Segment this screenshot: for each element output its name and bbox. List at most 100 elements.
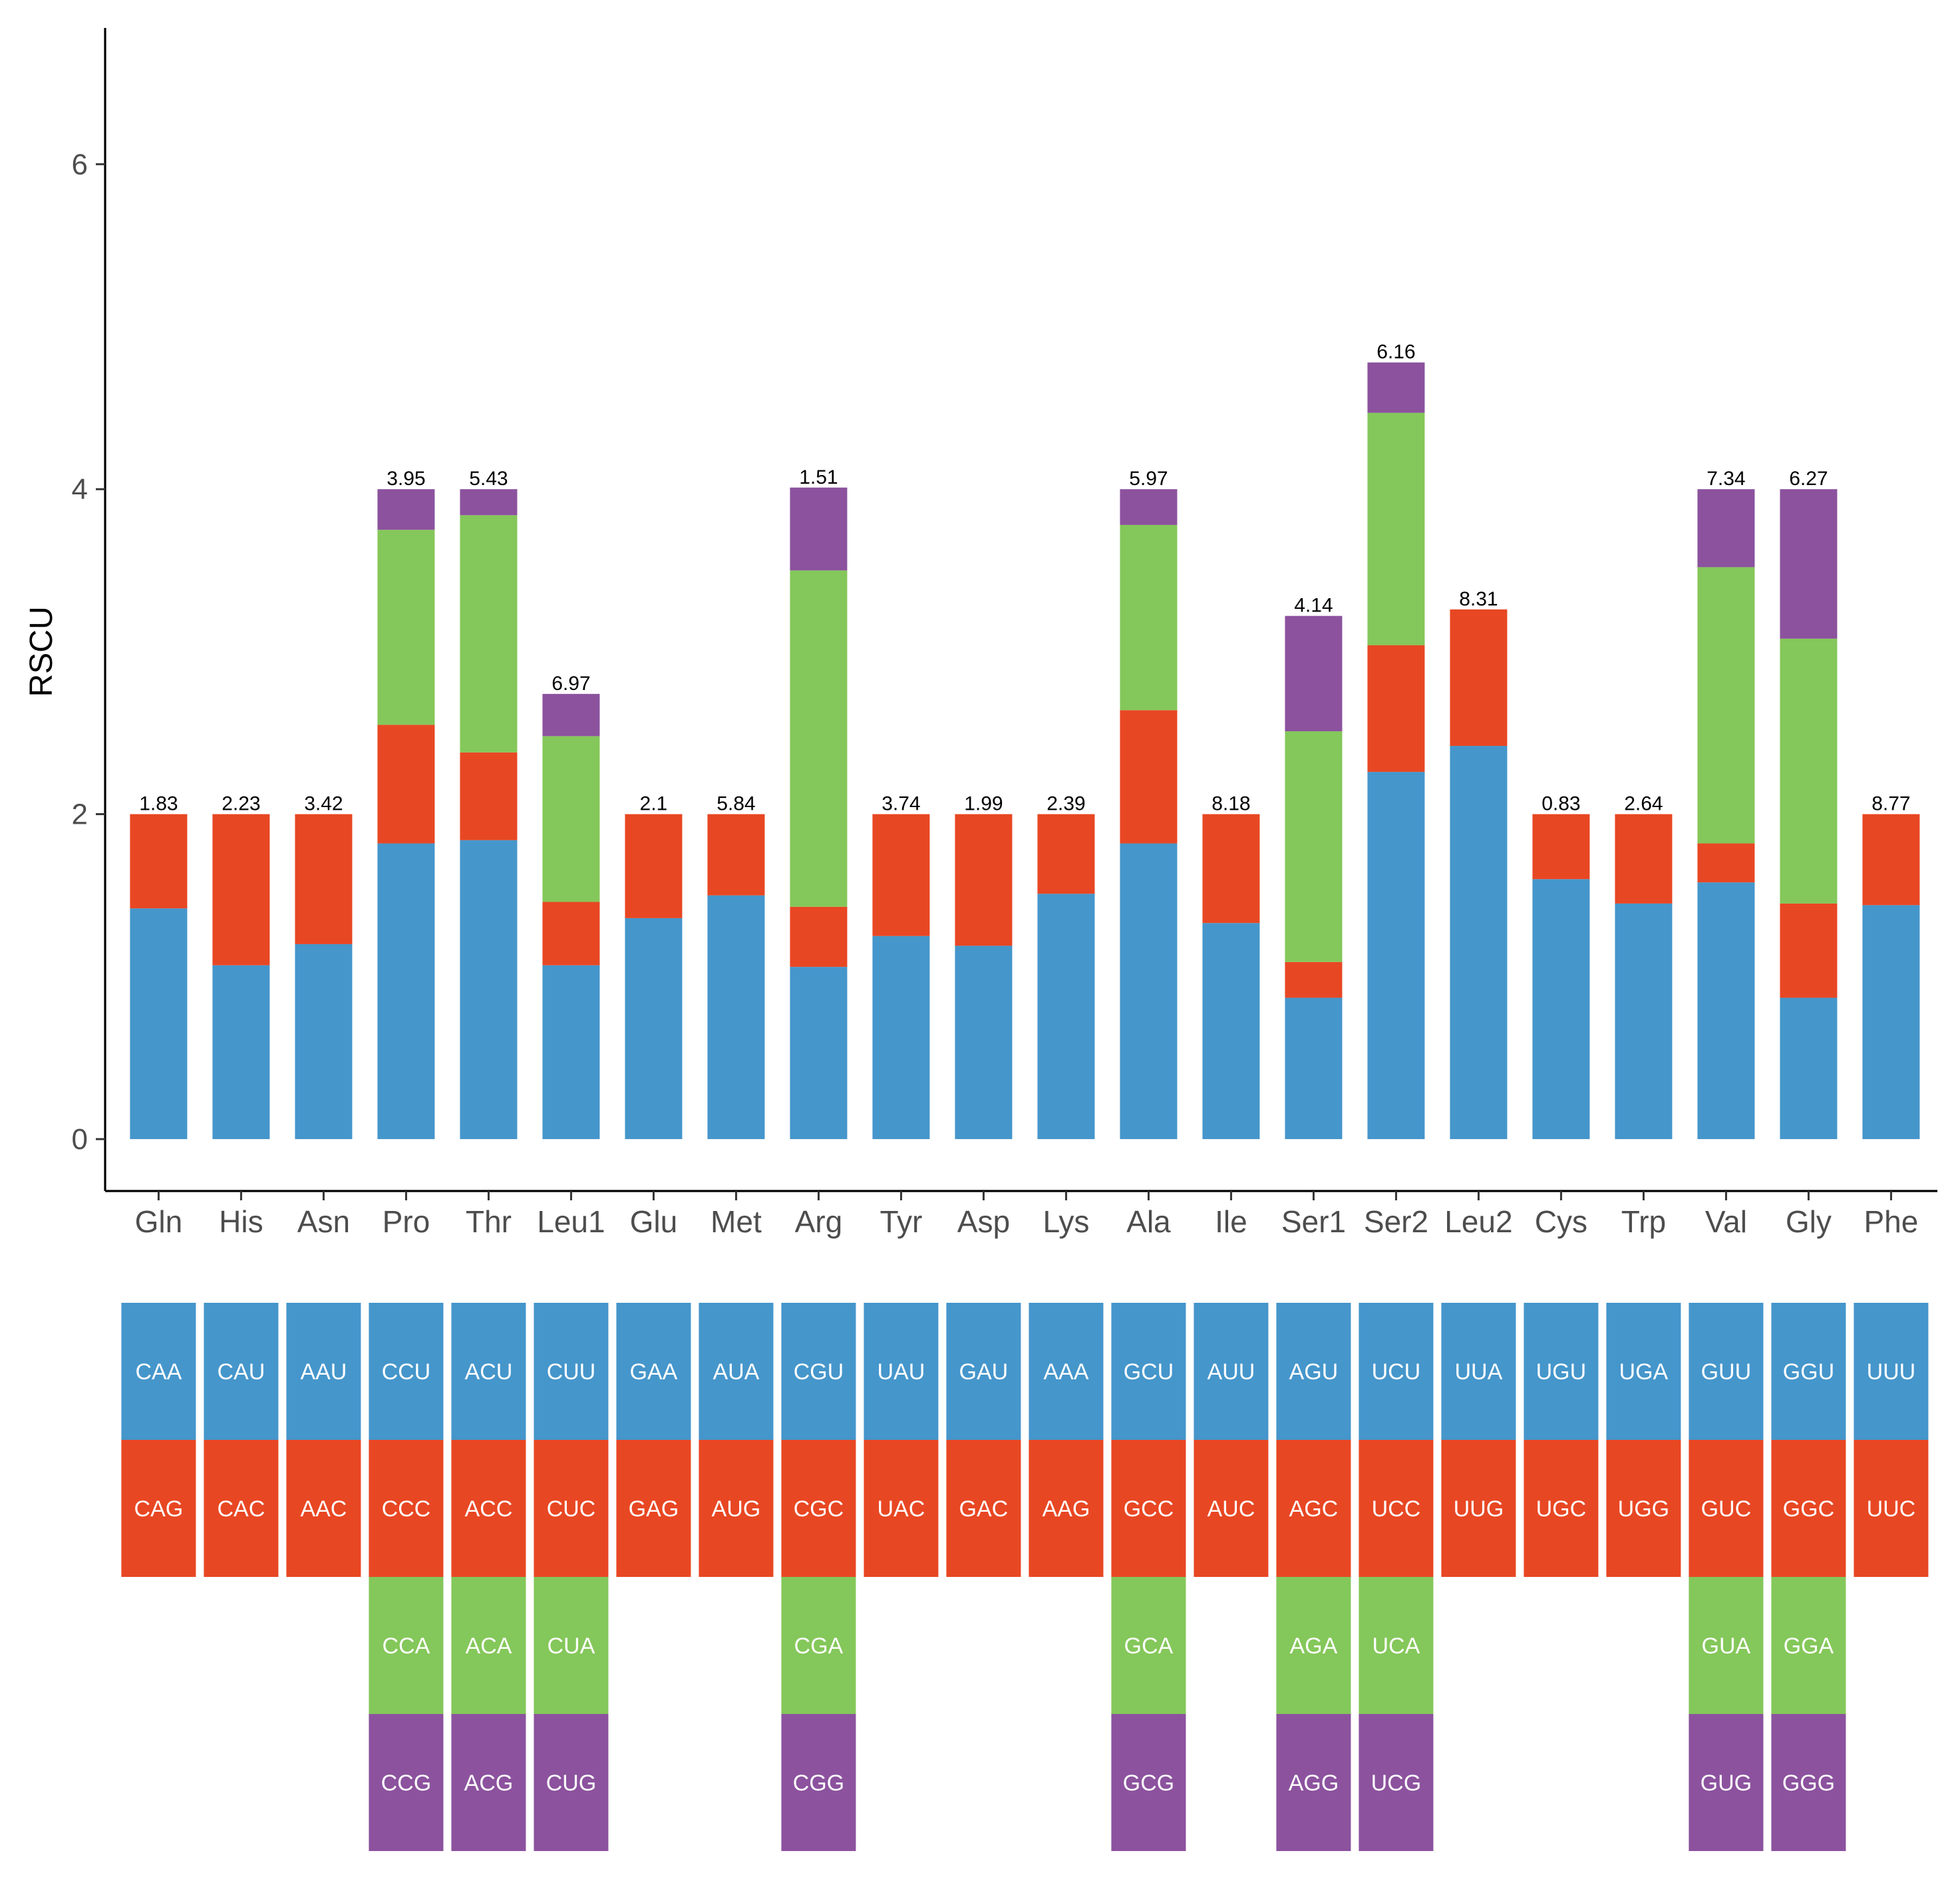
- bar-segment-pro-3: [377, 530, 435, 725]
- bar-segment-his-1: [212, 965, 270, 1139]
- codon-label-ugc: UGC: [1536, 1496, 1587, 1522]
- codon-label-acg: ACG: [464, 1771, 514, 1796]
- y-tick-label: 4: [72, 473, 88, 506]
- bar-segment-ser2-1: [1367, 772, 1425, 1139]
- bar-segment-ile-1: [1202, 923, 1260, 1139]
- codon-label-ucc: UCC: [1372, 1496, 1421, 1522]
- value-label-asn: 3.42: [304, 793, 343, 815]
- category-label-asp: Asp: [957, 1204, 1010, 1239]
- codon-cell-gga: [1771, 1577, 1846, 1714]
- codon-label-acu: ACU: [465, 1359, 513, 1385]
- bar-segment-pro-2: [377, 725, 435, 844]
- codon-label-uuu: UUU: [1867, 1359, 1916, 1385]
- codon-label-gcu: GCU: [1124, 1359, 1174, 1385]
- bar-segment-thr-4: [460, 489, 518, 516]
- codon-cell-ggg: [1771, 1714, 1846, 1851]
- codon-cell-gug: [1689, 1714, 1764, 1851]
- bar-segment-gly-4: [1780, 489, 1838, 639]
- codon-cell-aag: [1029, 1440, 1104, 1577]
- value-label-ile: 8.18: [1212, 793, 1250, 815]
- value-label-leu1: 6.97: [552, 673, 590, 695]
- codon-label-cau: CAU: [218, 1359, 265, 1385]
- codon-label-agc: AGC: [1289, 1496, 1339, 1522]
- codon-cell-aua: [699, 1303, 774, 1440]
- codon-label-guu: GUU: [1701, 1359, 1752, 1385]
- codon-label-cgu: CGU: [794, 1359, 844, 1385]
- value-label-tyr: 3.74: [882, 793, 920, 815]
- category-labels: Gln His Asn Pro Thr Leu1 Glu Met Arg Tyr Asp Lys Ala…: [135, 1191, 1918, 1239]
- bar-segment-gly-1: [1780, 997, 1838, 1139]
- bar-segment-arg-3: [790, 570, 848, 907]
- codon-cell-gau: [946, 1303, 1021, 1440]
- codon-cell-ucc: [1359, 1440, 1434, 1577]
- codon-cell-ugu: [1524, 1303, 1599, 1440]
- codon-cell-agu: [1276, 1303, 1351, 1440]
- codon-label-uau: UAU: [878, 1359, 925, 1385]
- codon-cell-agc: [1276, 1440, 1351, 1577]
- bar-segment-arg-1: [790, 967, 848, 1139]
- category-label-met: Met: [711, 1204, 762, 1239]
- bar-segment-ser2-4: [1367, 362, 1425, 413]
- codon-label-gcg: GCG: [1123, 1771, 1174, 1796]
- value-label-ala: 5.97: [1129, 468, 1168, 490]
- category-label-val: Val: [1705, 1204, 1747, 1239]
- codon-cell-cgu: [781, 1303, 856, 1440]
- bar-segment-leu1-4: [542, 693, 600, 737]
- codon-cell-aau: [286, 1303, 361, 1440]
- category-label-ser2: Ser2: [1364, 1204, 1428, 1239]
- bar-stacks: [130, 362, 1920, 1139]
- codon-label-uuc: UUC: [1867, 1496, 1916, 1522]
- codon-label-cca: CCA: [383, 1633, 430, 1659]
- codon-label-gau: GAU: [959, 1359, 1009, 1385]
- bar-segment-phe-1: [1862, 905, 1920, 1139]
- codon-cell-acu: [451, 1303, 526, 1440]
- codon-label-gug: GUG: [1701, 1771, 1752, 1796]
- codon-cell-uuc: [1854, 1440, 1929, 1577]
- value-label-gln: 1.83: [139, 793, 178, 815]
- codon-cell-cau: [204, 1303, 279, 1440]
- category-label-arg: Arg: [795, 1204, 843, 1239]
- codon-label-caa: CAA: [135, 1359, 182, 1385]
- codon-label-uac: UAC: [878, 1496, 925, 1522]
- codon-label-aaa: AAA: [1043, 1359, 1088, 1385]
- codon-label-cug: CUG: [546, 1771, 597, 1796]
- bar-segment-ser1-3: [1285, 731, 1343, 962]
- bar-segment-arg-2: [790, 906, 848, 967]
- bar-segment-tyr-1: [872, 936, 930, 1139]
- codon-label-gaa: GAA: [629, 1359, 677, 1385]
- category-label-gln: Gln: [135, 1204, 183, 1239]
- bar-segment-ala-3: [1120, 524, 1178, 711]
- codon-label-uca: UCA: [1373, 1633, 1420, 1659]
- bar-segment-leu1-3: [542, 736, 600, 902]
- codon-cell-aca: [451, 1577, 526, 1714]
- value-labels: 1.83 2.23 3.42 3.95 5.43 6.97 2.1 5.84 1.51 3.74 1…: [139, 341, 1910, 815]
- category-label-asn: Asn: [297, 1204, 350, 1239]
- bar-segment-gly-2: [1780, 903, 1838, 998]
- codon-cell-aac: [286, 1440, 361, 1577]
- codon-label-gcc: GCC: [1124, 1496, 1174, 1522]
- bar-segment-thr-3: [460, 515, 518, 753]
- bar-segment-trp-2: [1615, 814, 1673, 904]
- codon-cell-auu: [1194, 1303, 1269, 1440]
- bar-segment-phe-2: [1862, 814, 1920, 906]
- codon-label-gca: GCA: [1124, 1633, 1174, 1659]
- category-label-ala: Ala: [1126, 1204, 1171, 1239]
- codon-label-aag: AAG: [1042, 1496, 1090, 1522]
- codon-label-uug: UUG: [1454, 1496, 1504, 1522]
- bar-segment-leu1-2: [542, 902, 600, 965]
- codon-cell-agg: [1276, 1714, 1351, 1851]
- codon-cell-gua: [1689, 1577, 1764, 1714]
- category-label-leu2: Leu2: [1444, 1204, 1512, 1239]
- codon-cell-ucg: [1359, 1714, 1434, 1851]
- bar-segment-cys-1: [1532, 879, 1590, 1139]
- codon-label-aua: AUA: [713, 1359, 759, 1385]
- bar-segment-glu-2: [625, 814, 683, 918]
- bar-segment-ser1-1: [1285, 997, 1343, 1139]
- codon-cell-guu: [1689, 1303, 1764, 1440]
- codon-label-gua: GUA: [1702, 1633, 1751, 1659]
- value-label-met: 5.84: [717, 793, 755, 815]
- codon-cell-cug: [534, 1714, 609, 1851]
- bar-segment-asn-1: [295, 943, 353, 1139]
